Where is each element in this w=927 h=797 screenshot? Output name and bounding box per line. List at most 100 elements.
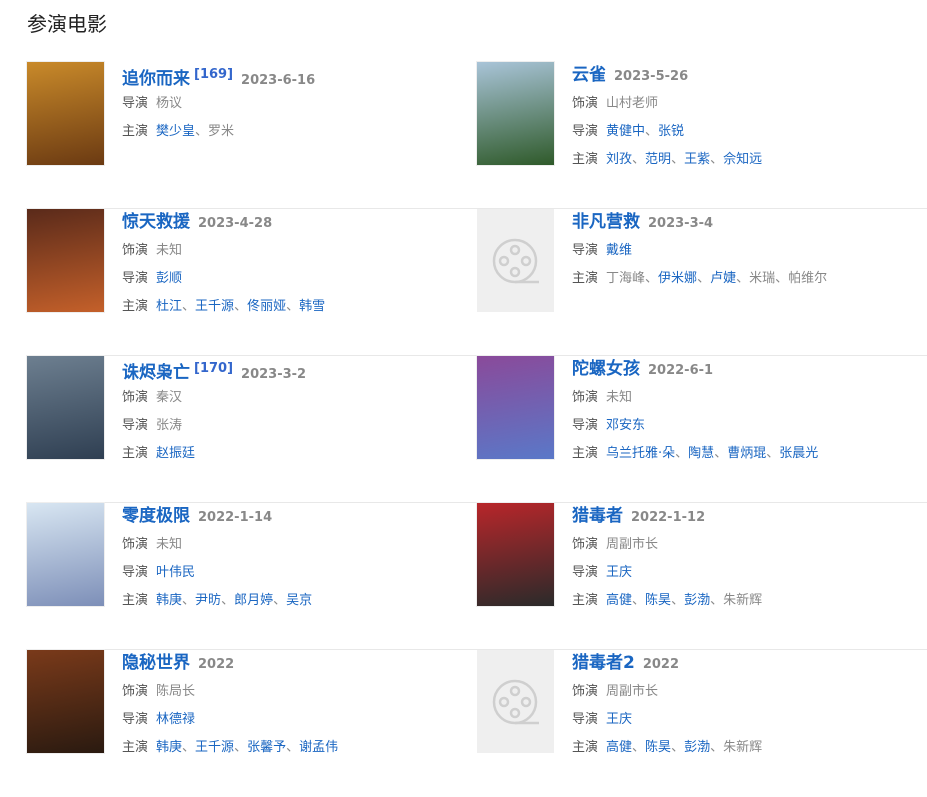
credit-line: 主演 高健、陈昊、彭渤、朱新辉	[572, 587, 762, 615]
person-link[interactable]: 王庆	[606, 565, 633, 580]
person-link[interactable]: 陈昊	[645, 740, 672, 755]
person-link[interactable]: 黄健中	[606, 124, 646, 139]
credit-label: 饰演	[572, 390, 599, 405]
film-reel-icon	[492, 679, 539, 725]
person-link[interactable]: 叶伟民	[156, 565, 196, 580]
credit-line: 主演 赵振廷	[122, 440, 306, 468]
person-name: 陈局长	[156, 684, 196, 699]
person-link[interactable]: 杜江	[156, 299, 183, 314]
person-link[interactable]: 彭顺	[156, 271, 183, 286]
person-link[interactable]: 王紫	[684, 152, 711, 167]
person-link[interactable]: 吴京	[286, 593, 313, 608]
movie-info: 猎毒者 2022-1-12 饰演 周副市长 导演 王庆 主演 高健、陈昊、彭渤、朱新辉	[572, 503, 762, 649]
person-link[interactable]: 林德禄	[156, 712, 196, 727]
person-link[interactable]: 王庆	[606, 712, 633, 727]
credit-line: 主演 高健、陈昊、彭渤、朱新辉	[572, 734, 762, 762]
movie-info: 惊天救援 2023-4-28 饰演 未知 导演 彭顺 主演 杜江、王千源、佟丽娅、韩雪	[122, 209, 325, 355]
separator: 、	[710, 740, 724, 755]
poster-placeholder[interactable]	[477, 650, 554, 753]
person-link[interactable]: 乌兰托雅·朵	[606, 446, 676, 461]
person-link[interactable]: 高健	[606, 740, 633, 755]
person-name: 未知	[156, 243, 183, 258]
person-link[interactable]: 郎月婷	[234, 593, 274, 608]
credit-line: 主演 韩庚、尹昉、郎月婷、吴京	[122, 587, 312, 615]
separator: 、	[182, 299, 196, 314]
person-link[interactable]: 王千源	[195, 299, 235, 314]
credit-line: 导演 张涛	[122, 412, 306, 440]
reference-link[interactable]: [170]	[194, 361, 234, 376]
person-link[interactable]: 伊米娜	[658, 271, 698, 286]
credit-line: 饰演 陈局长	[122, 678, 338, 706]
movie-title-link[interactable]: 猎毒者	[572, 506, 623, 526]
movie-title-link[interactable]: 零度极限	[122, 506, 190, 526]
person-link[interactable]: 赵振廷	[156, 446, 196, 461]
person-link[interactable]: 刘孜	[606, 152, 633, 167]
movie-poster[interactable]	[27, 503, 104, 606]
movie-poster[interactable]	[27, 62, 104, 165]
movie-poster[interactable]	[477, 62, 554, 165]
movie-title-link[interactable]: 惊天救援	[122, 212, 190, 232]
person-link[interactable]: 张馨予	[247, 740, 287, 755]
person-link[interactable]: 王千源	[195, 740, 235, 755]
poster-placeholder[interactable]	[477, 209, 554, 312]
person-link[interactable]: 韩庚	[156, 740, 183, 755]
person-link[interactable]: 彭渤	[684, 740, 711, 755]
credit-line: 导演 黄健中、张锐	[572, 118, 762, 146]
credit-label: 导演	[572, 712, 599, 727]
person-link[interactable]: 谢孟伟	[299, 740, 339, 755]
credit-line: 主演 刘孜、范明、王紫、佘知远	[572, 146, 762, 174]
movie-item: 陀螺女孩 2022-6-1 饰演 未知 导演 邓安东 主演 乌兰托雅·朵、陶慧、曹炳琨、张晨光	[477, 356, 927, 502]
movie-poster[interactable]	[27, 209, 104, 312]
credit-line: 导演 邓安东	[572, 412, 818, 440]
movie-title-link[interactable]: 陀螺女孩	[572, 359, 640, 379]
movie-row: 追你而来 [169] 2023-6-16 导演 杨议 主演 樊少皇、罗米 云雀 2023-5-2…	[27, 62, 927, 209]
movie-title-link[interactable]: 猎毒者2	[572, 653, 635, 673]
person-link[interactable]: 樊少皇	[156, 124, 196, 139]
release-date: 2023-6-16	[241, 73, 316, 88]
person-link[interactable]: 尹昉	[195, 593, 222, 608]
movie-poster[interactable]	[27, 650, 104, 753]
movie-info: 云雀 2023-5-26 饰演 山村老师 导演 黄健中、张锐 主演 刘孜、范明、王紫、佘知远	[572, 62, 762, 208]
person-link[interactable]: 韩庚	[156, 593, 183, 608]
movie-item: 惊天救援 2023-4-28 饰演 未知 导演 彭顺 主演 杜江、王千源、佟丽娅、韩雪	[27, 209, 477, 355]
movie-poster[interactable]	[27, 356, 104, 459]
separator: 、	[645, 124, 659, 139]
person-link[interactable]: 佘知远	[723, 152, 763, 167]
person-link[interactable]: 高健	[606, 593, 633, 608]
separator: 、	[273, 593, 287, 608]
movie-poster[interactable]	[477, 503, 554, 606]
person-link[interactable]: 卢婕	[710, 271, 737, 286]
release-date: 2022-1-14	[198, 510, 273, 525]
person-link[interactable]: 邓安东	[606, 418, 646, 433]
person-link[interactable]: 戴维	[606, 243, 633, 258]
person-link[interactable]: 佟丽娅	[247, 299, 287, 314]
movie-title-link[interactable]: 非凡营救	[572, 212, 640, 232]
movie-title-link[interactable]: 诛烬枭亡	[122, 363, 190, 383]
person-name: 未知	[606, 390, 633, 405]
movie-info: 隐秘世界 2022 饰演 陈局长 导演 林德禄 主演 韩庚、王千源、张馨予、谢孟伟	[122, 650, 338, 797]
person-link[interactable]: 范明	[645, 152, 672, 167]
person-link[interactable]: 张晨光	[779, 446, 819, 461]
credit-label: 饰演	[122, 390, 149, 405]
credit-label: 导演	[122, 565, 149, 580]
person-name: 张涛	[156, 418, 183, 433]
person-link[interactable]: 彭渤	[684, 593, 711, 608]
person-link[interactable]: 陈昊	[645, 593, 672, 608]
credit-label: 主演	[572, 271, 599, 286]
person-link[interactable]: 陶慧	[688, 446, 715, 461]
movie-title-link[interactable]: 云雀	[572, 65, 606, 85]
person-link[interactable]: 曹炳琨	[727, 446, 767, 461]
credit-label: 主演	[572, 152, 599, 167]
credit-label: 主演	[572, 446, 599, 461]
credit-label: 饰演	[572, 96, 599, 111]
movie-item: 隐秘世界 2022 饰演 陈局长 导演 林德禄 主演 韩庚、王千源、张馨予、谢孟伟	[27, 650, 477, 797]
person-name: 米瑞	[749, 271, 776, 286]
movie-poster[interactable]	[477, 356, 554, 459]
separator: 、	[671, 593, 685, 608]
movie-title-link[interactable]: 追你而来	[122, 69, 190, 89]
reference-link[interactable]: [169]	[194, 67, 234, 82]
movie-title-link[interactable]: 隐秘世界	[122, 653, 190, 673]
person-link[interactable]: 张锐	[658, 124, 685, 139]
person-link[interactable]: 韩雪	[299, 299, 326, 314]
release-date: 2022-1-12	[631, 510, 706, 525]
